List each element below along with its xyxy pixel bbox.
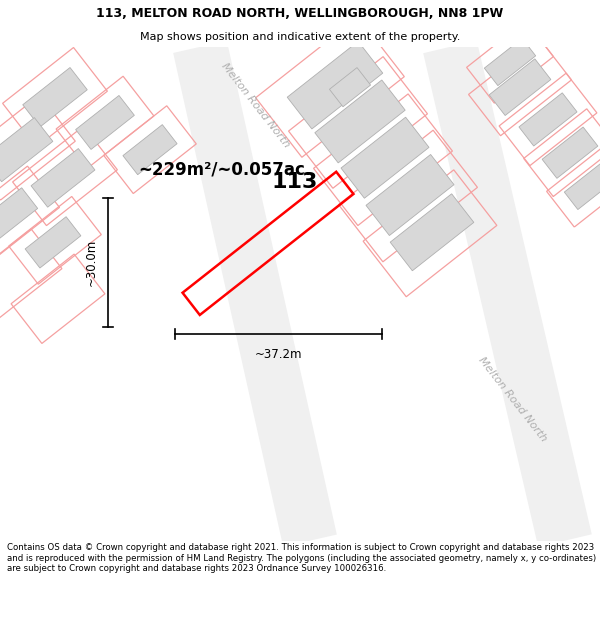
Polygon shape	[315, 80, 405, 163]
Text: Melton Road North: Melton Road North	[476, 356, 548, 444]
Polygon shape	[173, 41, 337, 547]
Polygon shape	[489, 59, 551, 116]
Polygon shape	[423, 41, 592, 547]
Text: ~37.2m: ~37.2m	[255, 348, 302, 361]
Polygon shape	[390, 194, 474, 271]
Text: 113: 113	[271, 173, 317, 192]
Polygon shape	[25, 217, 81, 268]
Polygon shape	[31, 149, 95, 208]
Text: 113, MELTON ROAD NORTH, WELLINGBOROUGH, NN8 1PW: 113, MELTON ROAD NORTH, WELLINGBOROUGH, …	[97, 7, 503, 19]
Polygon shape	[0, 118, 53, 182]
Text: Map shows position and indicative extent of the property.: Map shows position and indicative extent…	[140, 31, 460, 41]
Polygon shape	[484, 38, 536, 86]
Text: Contains OS data © Crown copyright and database right 2021. This information is : Contains OS data © Crown copyright and d…	[7, 543, 596, 573]
Polygon shape	[0, 188, 38, 242]
Polygon shape	[123, 124, 177, 175]
Polygon shape	[542, 127, 598, 178]
Text: ~30.0m: ~30.0m	[85, 239, 98, 286]
Polygon shape	[329, 68, 371, 107]
Polygon shape	[23, 68, 87, 127]
Polygon shape	[341, 118, 429, 198]
Polygon shape	[366, 154, 454, 236]
Polygon shape	[565, 162, 600, 209]
Polygon shape	[287, 41, 383, 129]
Text: ~229m²/~0.057ac.: ~229m²/~0.057ac.	[138, 161, 311, 179]
Text: Melton Road North: Melton Road North	[219, 61, 291, 149]
Polygon shape	[519, 93, 577, 146]
Polygon shape	[76, 96, 134, 149]
